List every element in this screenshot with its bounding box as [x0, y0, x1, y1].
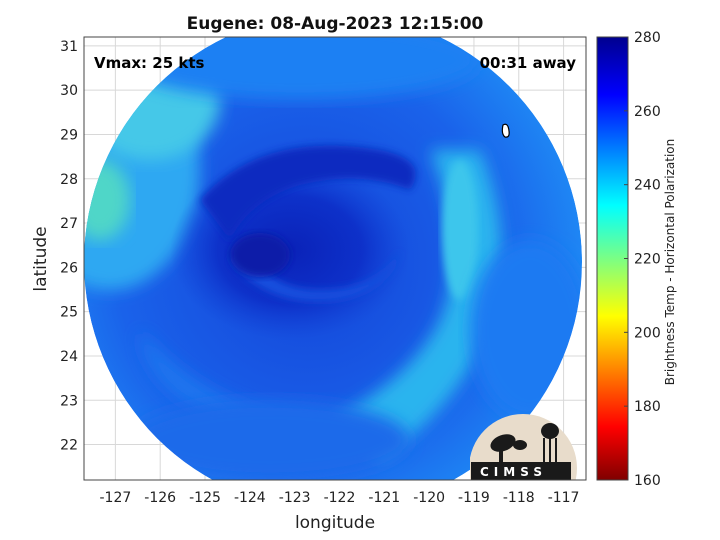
- contour-marker: [501, 123, 510, 138]
- x-tick-label: -127: [99, 490, 131, 506]
- x-tick-labels: -127 -126 -125 -124 -123 -122 -121 -120 -119 -118…: [99, 490, 579, 506]
- colorbar-tick-label: 260: [634, 104, 661, 120]
- y-tick-label: 30: [60, 83, 78, 99]
- cimss-logo: CIMSS: [470, 414, 577, 480]
- swath-image: [84, 37, 582, 480]
- y-tick-label: 25: [60, 305, 78, 321]
- x-tick-label: -123: [279, 490, 311, 506]
- y-axis-label: latitude: [31, 226, 51, 291]
- x-tick-label: -122: [324, 490, 356, 506]
- colorbar-tick-label: 240: [634, 178, 661, 194]
- colorbar: [596, 36, 629, 481]
- y-tick-label: 28: [60, 172, 78, 188]
- x-tick-label: -118: [503, 490, 535, 506]
- map-title: Eugene: 08-Aug-2023 12:15:00: [187, 14, 484, 34]
- y-tick-label: 31: [60, 39, 78, 55]
- x-tick-label: -121: [368, 490, 400, 506]
- y-tick-label: 22: [60, 438, 78, 454]
- colorbar-ticks: 160 180 200 220 240 260 280: [624, 30, 661, 489]
- y-tick-label: 23: [60, 393, 78, 409]
- y-tick-label: 26: [60, 260, 78, 276]
- colorbar-tick-label: 200: [634, 325, 661, 341]
- colorbar-tick-label: 160: [634, 473, 661, 489]
- colorbar-tick-label: 180: [634, 399, 661, 415]
- x-tick-label: -120: [413, 490, 445, 506]
- y-tick-label: 27: [60, 216, 78, 232]
- y-tick-label: 29: [60, 127, 78, 143]
- x-tick-label: -124: [234, 490, 266, 506]
- x-tick-label: -117: [548, 490, 580, 506]
- colorbar-tick-label: 220: [634, 252, 661, 268]
- x-tick-label: -125: [189, 490, 221, 506]
- colorbar-tick-label: 280: [634, 30, 661, 46]
- y-tick-label: 24: [60, 349, 78, 365]
- vmax-label: Vmax: 25 kts: [94, 54, 204, 72]
- colorbar-label: Brightness Temp - Horizontal Polarizatio…: [663, 139, 677, 386]
- x-tick-label: -119: [458, 490, 490, 506]
- y-tick-labels: 22 23 24 25 26 27 28 29 30 31: [60, 39, 78, 454]
- logo-text: CIMSS: [480, 465, 547, 479]
- away-label: 00:31 away: [480, 54, 577, 72]
- x-tick-label: -126: [144, 490, 176, 506]
- x-axis-label: longitude: [295, 513, 375, 533]
